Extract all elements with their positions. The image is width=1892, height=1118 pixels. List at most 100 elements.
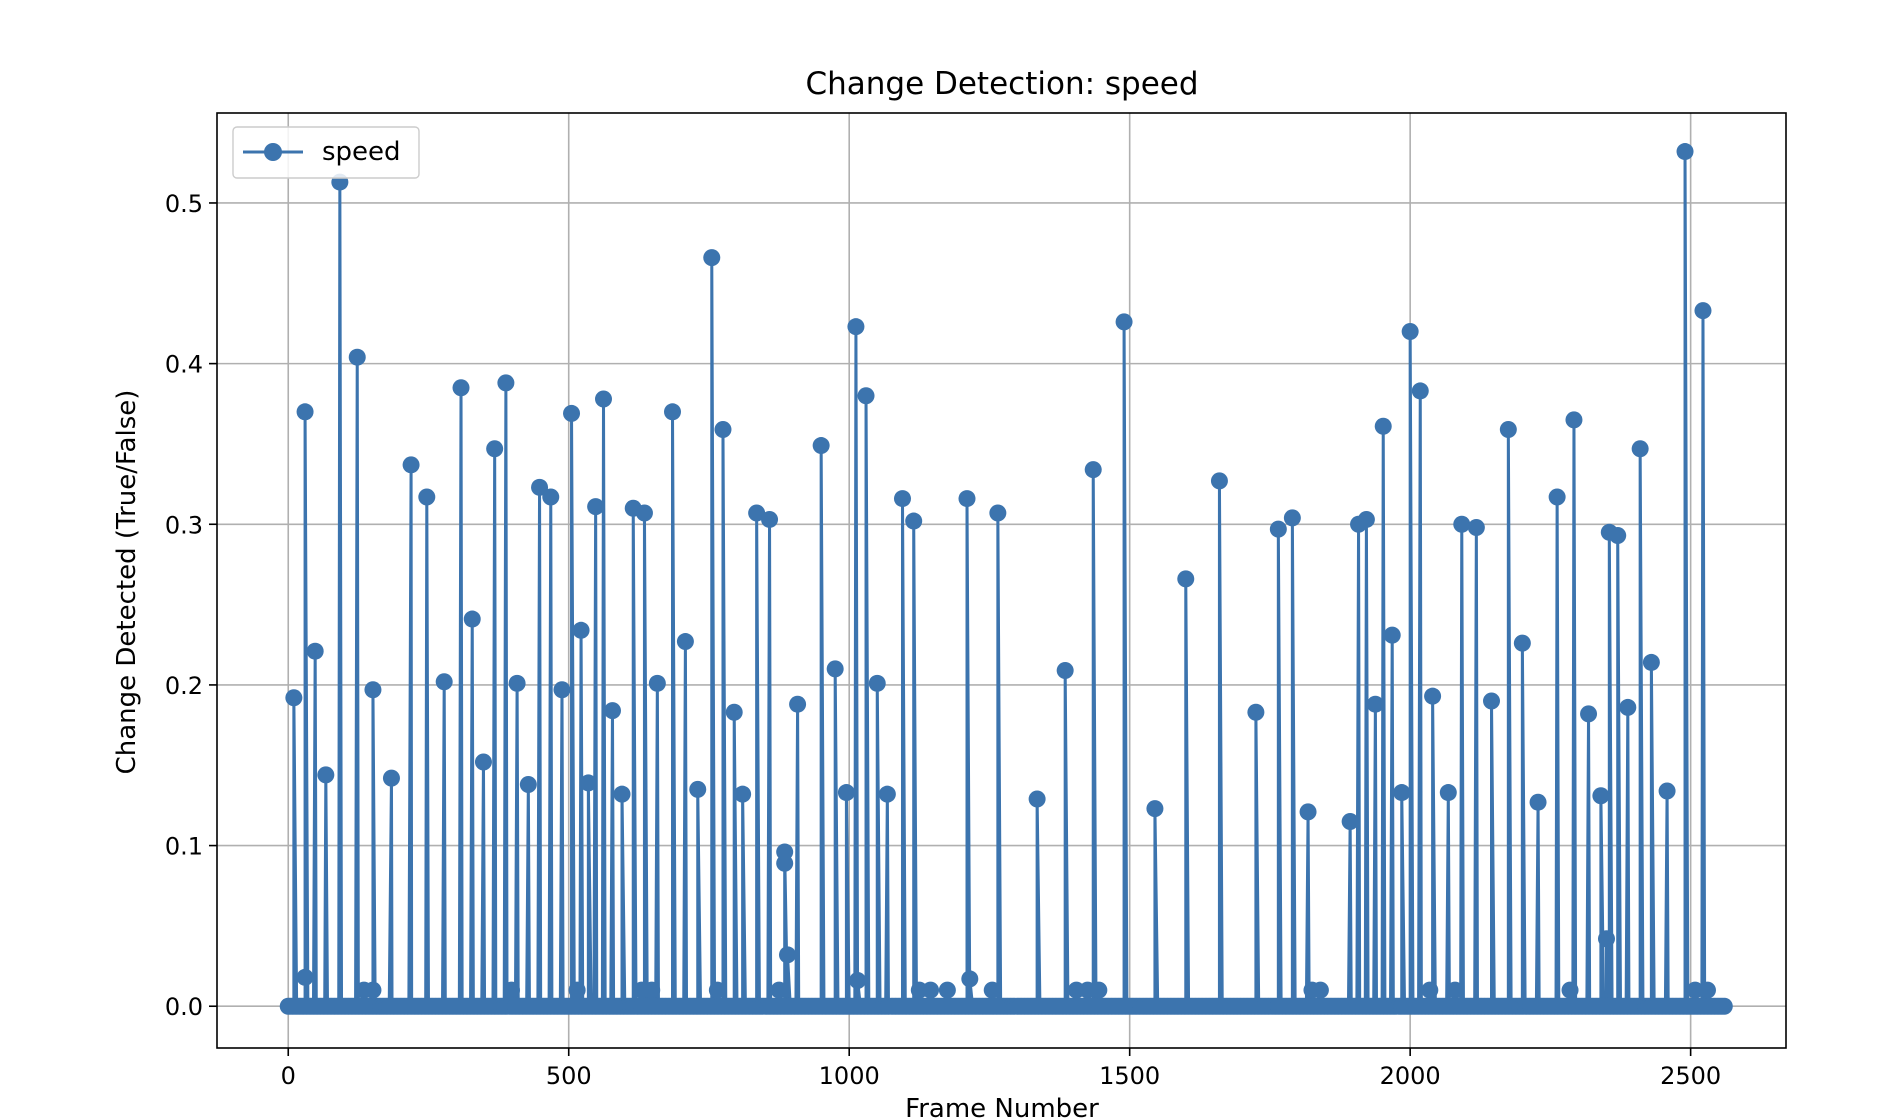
data-point <box>1028 790 1046 808</box>
legend-label-speed: speed <box>322 137 401 167</box>
data-point <box>1177 570 1195 588</box>
data-point <box>734 785 752 803</box>
data-point <box>1383 626 1401 644</box>
x-tick-label: 1500 <box>1099 1062 1160 1090</box>
data-point <box>1548 488 1566 506</box>
data-point <box>1299 803 1317 821</box>
data-point <box>1269 520 1287 538</box>
data-point <box>868 674 886 692</box>
data-point <box>1597 930 1615 948</box>
data-point <box>1411 382 1429 400</box>
data-point <box>463 610 481 628</box>
data-point <box>1090 981 1108 999</box>
data-point <box>613 785 631 803</box>
data-point <box>905 512 923 530</box>
data-point <box>296 968 314 986</box>
data-point <box>531 478 549 496</box>
data-point <box>1565 411 1583 429</box>
data-point <box>748 504 766 522</box>
data-point <box>1446 981 1464 999</box>
data-point <box>382 769 400 787</box>
data-point <box>1592 787 1610 805</box>
data-point <box>572 621 590 639</box>
data-point <box>1631 440 1649 458</box>
data-point <box>1529 793 1547 811</box>
data-point <box>317 766 335 784</box>
legend-marker-swatch <box>264 143 282 161</box>
y-tick-label: 0.3 <box>165 511 203 539</box>
data-point <box>1453 515 1471 533</box>
data-point <box>778 946 796 964</box>
data-point <box>847 318 865 336</box>
data-point <box>1715 997 1733 1015</box>
y-tick-label: 0.4 <box>165 351 203 379</box>
data-point <box>1609 527 1627 545</box>
data-point <box>1580 705 1598 723</box>
data-point <box>1676 143 1694 161</box>
data-point <box>1483 692 1500 710</box>
plot-frame <box>216 112 1787 1049</box>
data-point <box>1561 981 1579 999</box>
data-point <box>1283 509 1301 527</box>
data-point <box>306 642 324 660</box>
y-tick-label: 0.5 <box>165 190 203 218</box>
data-point <box>402 456 420 474</box>
data-point <box>648 674 666 692</box>
data-point <box>837 784 855 802</box>
data-point <box>1247 703 1265 721</box>
data-point <box>1357 510 1375 528</box>
data-point <box>542 488 560 506</box>
data-point <box>1210 472 1228 490</box>
data-point <box>878 785 896 803</box>
data-point <box>725 703 743 721</box>
legend-box <box>232 126 420 179</box>
data-point <box>1439 784 1457 802</box>
data-point <box>1642 653 1660 671</box>
data-point <box>938 981 956 999</box>
data-point <box>1619 698 1637 716</box>
x-tick-label: 1000 <box>819 1062 880 1090</box>
data-point <box>703 249 721 267</box>
data-point <box>508 674 526 692</box>
data-point <box>826 660 844 678</box>
data-point <box>1374 417 1392 435</box>
data-point <box>1115 313 1133 331</box>
data-point <box>1341 812 1359 830</box>
legend: speed <box>232 126 420 179</box>
data-point <box>296 403 314 421</box>
data-point <box>1366 695 1384 713</box>
data-point <box>635 504 653 522</box>
data-point <box>418 488 436 506</box>
data-point <box>958 490 976 508</box>
data-point <box>568 981 586 999</box>
y-tick-label: 0.2 <box>165 672 203 700</box>
data-point <box>364 681 382 699</box>
data-point <box>474 753 492 771</box>
data-point <box>1694 302 1712 320</box>
data-point <box>1658 782 1676 800</box>
data-point <box>579 774 597 792</box>
chart-title: Change Detection: speed <box>805 66 1198 102</box>
x-tick-label: 500 <box>546 1062 592 1090</box>
data-point <box>364 981 382 999</box>
data-point <box>1311 981 1329 999</box>
data-point <box>714 420 732 438</box>
axis-ticks: 0 500 1000 1500 2000 2500 0.0 0.1 0.2 0.3 0.4 0.5 <box>165 190 1721 1090</box>
data-point <box>285 689 303 707</box>
data-point <box>1424 687 1442 705</box>
data-point <box>1056 661 1074 679</box>
data-point <box>1513 634 1531 652</box>
data-point <box>1401 322 1419 340</box>
data-point <box>1686 981 1704 999</box>
x-tick-label: 2000 <box>1380 1062 1441 1090</box>
data-point <box>595 390 612 408</box>
data-point <box>708 981 726 999</box>
data-point <box>664 403 681 421</box>
data-point <box>857 387 875 405</box>
data-point <box>770 981 788 999</box>
data-point <box>553 681 571 699</box>
data-series <box>279 143 1733 1015</box>
data-point <box>812 437 830 455</box>
data-point <box>1467 518 1485 536</box>
y-axis-label: Change Detected (True/False) <box>112 390 142 775</box>
